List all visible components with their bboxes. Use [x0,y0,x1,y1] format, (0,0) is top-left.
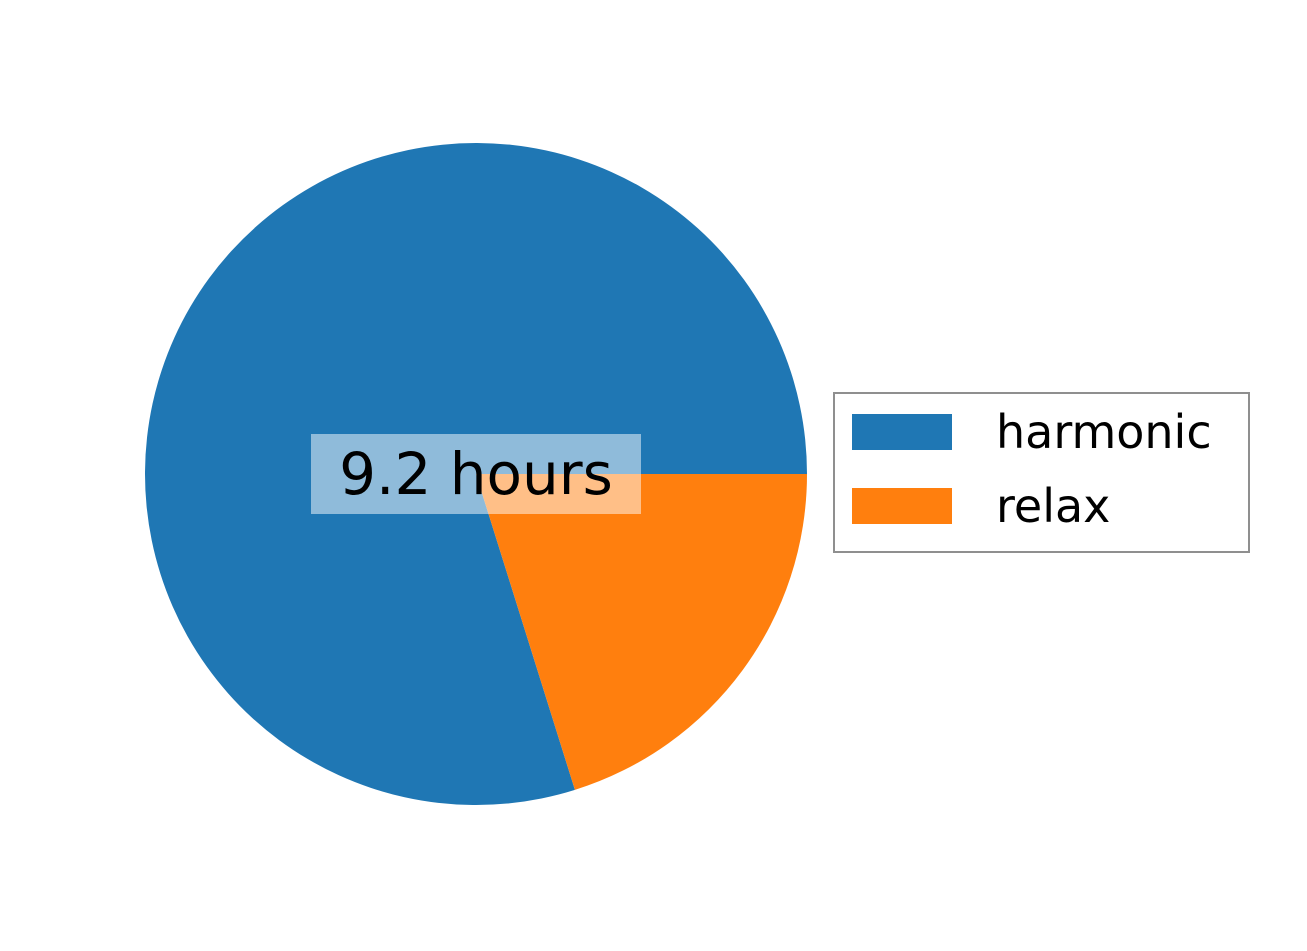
pie-center-annotation-text: 9.2 hours [339,440,613,508]
legend-swatch-harmonic [852,414,952,450]
legend-item-relax[interactable]: relax [835,478,1110,534]
legend-swatch-relax [852,488,952,524]
chart-legend: harmonic relax [833,392,1250,553]
pie-center-annotation: 9.2 hours [311,434,641,514]
legend-item-harmonic[interactable]: harmonic [835,404,1212,460]
legend-label-relax: relax [996,479,1111,533]
legend-label-harmonic: harmonic [996,405,1212,459]
pie-slice-relax[interactable] [476,474,807,790]
